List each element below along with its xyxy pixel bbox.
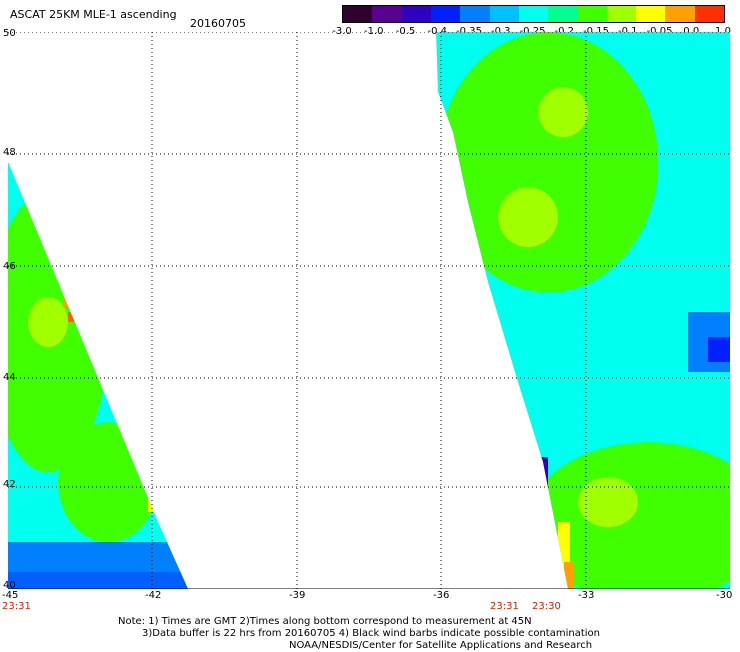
colorbar-label: 1.0 bbox=[715, 26, 731, 37]
colorbar-segment bbox=[460, 6, 490, 22]
colorbar-segment bbox=[548, 6, 578, 22]
colorbar-segment bbox=[606, 6, 637, 22]
colorbar-label: -0.4 bbox=[427, 26, 448, 37]
notes: Note: 1) Times are GMT 2)Times along bot… bbox=[118, 616, 600, 652]
colorbar-segment bbox=[343, 6, 373, 22]
colorbar-segment bbox=[694, 6, 725, 22]
colorbar-label: -0.05 bbox=[646, 26, 673, 37]
west-swath bbox=[8, 162, 188, 589]
west-orange-patch-2 bbox=[68, 312, 80, 322]
note-line-2: 3)Data buffer is 22 hrs from 20160705 4)… bbox=[142, 628, 600, 639]
map-plot bbox=[8, 32, 730, 589]
west-orange-patch bbox=[63, 290, 73, 308]
west-lime-patch bbox=[28, 297, 68, 347]
lon-label-39: -39 bbox=[289, 590, 306, 601]
lon-label-42: -42 bbox=[145, 590, 162, 601]
gridlines bbox=[8, 32, 730, 589]
colorbar-label: 0.0 bbox=[683, 26, 700, 37]
time-label: 23:31 bbox=[490, 601, 519, 612]
map-date: 20160705 bbox=[190, 17, 246, 30]
lon-label-45: -45 bbox=[2, 590, 19, 601]
colorbar-segment bbox=[489, 6, 519, 22]
west-green-region-2 bbox=[58, 422, 158, 542]
colorbar-label: -1.0 bbox=[363, 26, 384, 37]
east-violet-patch bbox=[538, 457, 548, 492]
colorbar-segment bbox=[665, 6, 695, 22]
colorbar-segment bbox=[518, 6, 549, 22]
lat-label-50: 50 bbox=[3, 28, 16, 39]
west-deep-blue-band bbox=[8, 572, 188, 589]
east-lime-patch-3 bbox=[578, 477, 638, 527]
map-title: ASCAT 25KM MLE-1 ascending bbox=[10, 8, 177, 21]
east-lime-patch-2 bbox=[498, 187, 558, 247]
colorbar-segment bbox=[577, 6, 607, 22]
time-label: 23:31 bbox=[2, 601, 31, 612]
time-label: 23:30 bbox=[532, 601, 561, 612]
colorbar-segment bbox=[372, 6, 402, 22]
note-line-3: NOAA/NESDIS/Center for Satellite Applica… bbox=[289, 640, 593, 651]
east-lime-patch bbox=[538, 87, 588, 137]
east-green-region bbox=[438, 32, 658, 292]
lat-label-44: 44 bbox=[3, 372, 16, 383]
east-swath bbox=[436, 32, 730, 589]
east-green-region-2 bbox=[528, 442, 730, 589]
colorbar-segment bbox=[636, 6, 666, 22]
west-yellow-patch bbox=[148, 492, 158, 512]
lon-label-30: -30 bbox=[716, 590, 733, 601]
lat-label-42: 42 bbox=[3, 479, 16, 490]
lat-label-40: 40 bbox=[3, 580, 16, 591]
colorbar-label: -3.0 bbox=[332, 26, 352, 37]
colorbar-segment bbox=[430, 6, 461, 22]
colorbar bbox=[342, 5, 725, 23]
colorbar-segment bbox=[401, 6, 431, 22]
colorbar-label: -0.1 bbox=[617, 26, 638, 37]
note-line-1: Note: 1) Times are GMT 2)Times along bot… bbox=[118, 616, 532, 627]
east-deep-blue-patch bbox=[708, 337, 730, 362]
east-orange-strip bbox=[564, 562, 574, 589]
lat-label-46: 46 bbox=[3, 261, 16, 272]
colorbar-label: -0.5 bbox=[395, 26, 416, 37]
lon-label-36: -36 bbox=[433, 590, 450, 601]
lat-label-48: 48 bbox=[3, 147, 16, 158]
lon-label-33: -33 bbox=[578, 590, 595, 601]
